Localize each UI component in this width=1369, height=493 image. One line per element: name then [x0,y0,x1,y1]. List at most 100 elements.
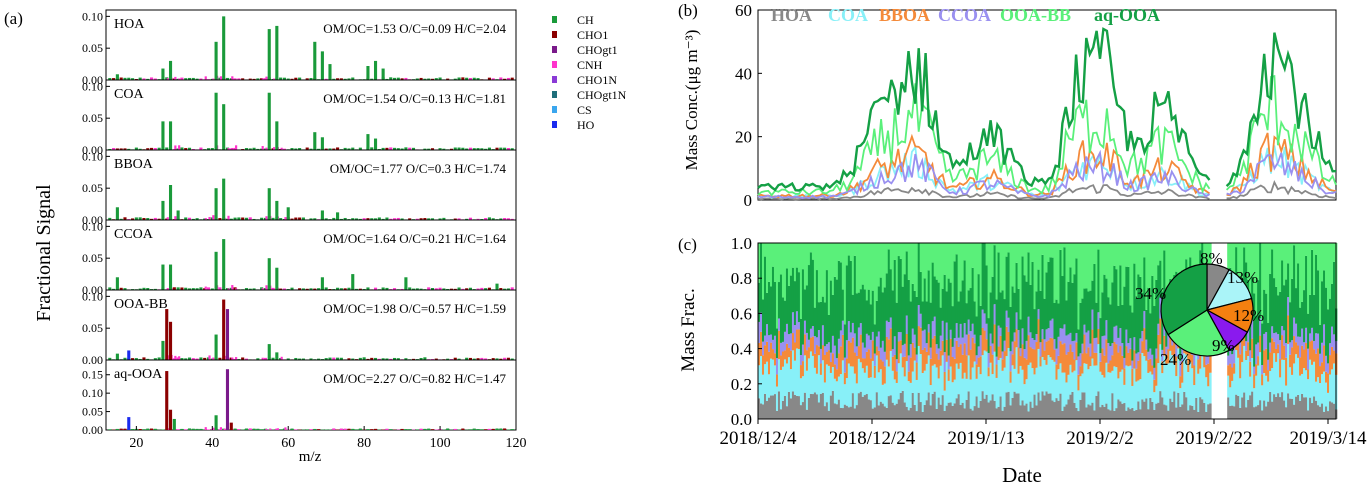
frac-stack [779,274,783,343]
minor-bar [282,77,286,80]
minor-bar [261,146,264,150]
frac-stack [1129,243,1132,306]
frac-stack [1139,243,1142,277]
frac-stack [775,243,779,329]
frac-stack [1289,398,1292,419]
frac-stack [1119,401,1122,419]
frac-stack [871,243,875,291]
minor-bar [260,429,264,430]
frac-stack [1327,309,1330,364]
frac-stack [983,398,987,419]
minor-bar [404,77,408,80]
minor-bar [178,78,181,80]
frac-stack [787,285,791,335]
frac-stack [927,355,931,393]
frac-stack [1275,396,1278,419]
frac-stack [897,363,901,400]
frac-stack [1117,399,1120,419]
frac-stack [955,363,959,399]
frac-stack [761,243,765,300]
frac-stack [953,243,957,262]
frac-stack [1167,363,1170,411]
frac-stack [1141,330,1144,342]
frac-stack [933,364,937,392]
minor-bar [510,77,514,80]
frac-stack [1323,371,1326,412]
frac-stack [1103,406,1106,419]
frac-stack [1313,349,1316,362]
frac-stack [1095,395,1098,419]
frac-stack [1111,343,1114,356]
frac-stack [1147,372,1150,410]
minor-bar [465,148,469,150]
frac-stack [1121,403,1124,419]
frac-stack [879,369,883,402]
y-tick-label: 0.00 [82,73,103,87]
frac-stack [901,345,905,358]
minor-bar [123,217,127,220]
frac-stack [1143,311,1146,329]
frac-stack [1063,406,1066,419]
frac-stack [947,278,951,356]
frac-stack [1171,338,1174,346]
frac-stack [943,243,947,275]
minor-bar [284,427,287,430]
frac-stack [769,286,773,335]
minor-bar [449,288,454,290]
frac-stack [799,243,803,319]
minor-bar [290,148,294,150]
frac-stack [1083,324,1086,335]
frac-stack [975,364,979,379]
frac-stack [935,353,939,368]
frac-stack [1025,359,1028,380]
frac-stack [1101,336,1104,349]
minor-bar [339,357,343,360]
frac-stack [917,243,921,306]
spectrum-title: aq-OOA [114,367,163,382]
frac-stack [795,395,799,419]
frac-stack [1071,391,1074,419]
frac-stack [859,391,863,419]
minor-bar [248,78,252,80]
frac-stack [1131,243,1134,313]
frac-stack [953,403,957,419]
frac-stack [1231,367,1234,381]
minor-bar [434,288,438,290]
frac-stack [1137,380,1140,402]
frac-stack [1067,399,1070,419]
frac-stack [857,358,861,394]
frac-stack [1243,335,1246,346]
x-tick-label: 40 [205,436,219,451]
frac-stack [1073,402,1076,419]
frac-stack [1161,373,1164,398]
y-tick-label: 0.6 [731,304,752,323]
minor-bar [491,218,495,220]
frac-stack [889,243,893,270]
frac-stack [1133,368,1136,411]
frac-stack [1089,366,1092,406]
frac-stack [855,243,859,294]
frac-stack [785,323,789,344]
frac-stack [1159,344,1162,392]
frac-stack [869,243,873,305]
frac-stack [1145,360,1148,399]
frac-stack [967,334,971,356]
frac-stack [869,358,873,378]
minor-bar [503,217,507,220]
frac-stack [1287,263,1290,298]
frac-stack [763,335,767,346]
frac-stack [1201,399,1204,419]
frac-stack [913,334,917,348]
frac-stack [929,347,933,359]
frac-stack [945,243,949,292]
spectrum-ratios: OM/OC=1.54 O/C=0.13 H/C=1.81 [323,91,506,106]
frac-stack [929,385,933,406]
frac-stack [1039,400,1042,419]
frac-stack [997,360,1000,407]
frac-stack [1121,355,1124,370]
minor-bar [499,288,503,290]
frac-stack [1029,347,1032,363]
frac-stack [1229,363,1232,388]
peak-bar [115,74,119,80]
frac-stack [1111,282,1114,344]
